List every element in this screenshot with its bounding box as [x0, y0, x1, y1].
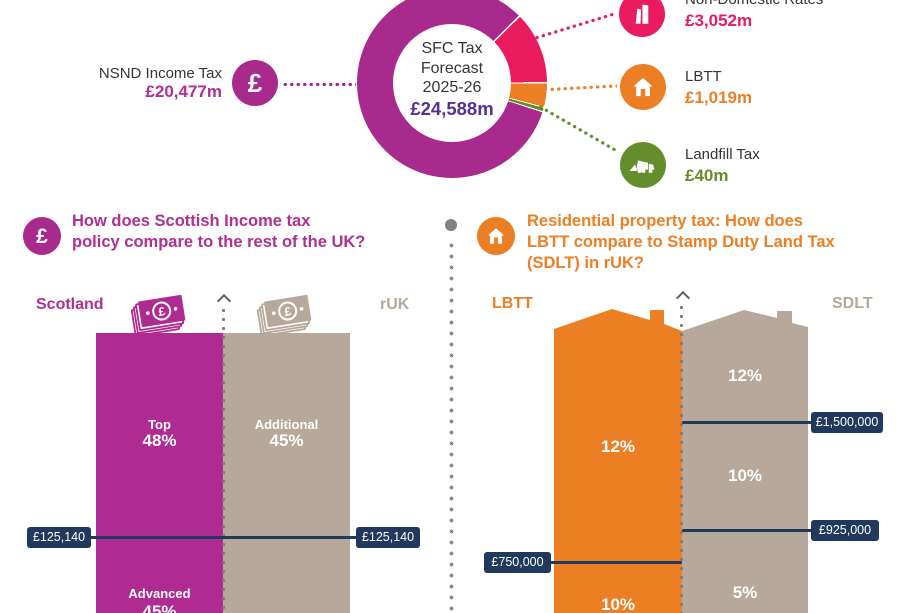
property-heading-line2: LBTT compare to Stamp Duty Land Tax: [527, 233, 835, 251]
pound-icon: £: [247, 68, 263, 98]
advanced-band-name: Advanced: [128, 586, 191, 601]
ruk-bar: [223, 333, 350, 613]
donut-hole: SFC Tax Forecast 2025-26 £24,588m: [393, 24, 511, 142]
ruk-label: rUK: [380, 296, 410, 313]
property-heading-line1: Residential property tax: How does: [527, 212, 803, 230]
donut-chart: SFC Tax Forecast 2025-26 £24,588m: [357, 0, 547, 178]
donut-center-title-line1: SFC Tax: [421, 40, 483, 57]
ndr-value: £3,052m: [685, 11, 753, 30]
scotland-bar: [96, 333, 223, 613]
sdlt-band2-rate: 10%: [727, 466, 763, 485]
threshold-tag-1500k: £1,500,000: [811, 412, 883, 433]
sdlt-threshold-line-1500k: [682, 421, 814, 424]
svg-text:£: £: [157, 304, 166, 319]
income-threshold-line: [89, 536, 358, 539]
sdlt-band3-rate: 5%: [732, 583, 758, 602]
lbtt-house-bar: [554, 309, 682, 613]
banknotes-icon-ruk: £: [256, 294, 312, 335]
house-icon: [633, 77, 653, 97]
pound-icon: £: [36, 224, 48, 248]
threshold-tag-scotland: £125,140: [27, 527, 91, 548]
scotland-label: Scotland: [36, 296, 104, 313]
lbtt-legend: LBTT £1,019m: [685, 68, 753, 108]
nsnd-legend: NSND Income Tax £20,477m: [60, 65, 222, 102]
donut-center-title-line3: 2025-26: [422, 79, 482, 96]
panel-divider-dot: [445, 219, 457, 231]
lbtt-band2-rate: 10%: [600, 595, 636, 613]
nsnd-value: £20,477m: [145, 82, 222, 101]
ndr-legend: Non-Domestic Rates £3,052m: [685, 0, 823, 30]
nsnd-badge: £: [232, 60, 278, 106]
income-heading-badge: £: [23, 217, 61, 255]
lbtt-label: LBTT: [685, 68, 722, 85]
sdlt-band1-rate: 12%: [727, 366, 763, 385]
advanced-band-rate: 45%: [142, 602, 177, 613]
income-heading-line1: How does Scottish Income tax: [72, 212, 311, 230]
threshold-tag-750k: £750,000: [484, 552, 551, 573]
income-divider-line: [221, 306, 226, 613]
landfill-label: Landfill Tax: [685, 146, 760, 163]
additional-band-name: Additional: [254, 417, 319, 432]
lbtt-band1-rate: 12%: [600, 437, 636, 456]
dump-truck-icon: [629, 160, 655, 173]
lbtt-badge: [620, 64, 666, 110]
building-icon: [635, 4, 649, 24]
property-divider-line: [679, 303, 684, 613]
banknotes-icon-scotland: £: [130, 294, 186, 335]
income-heading-line2: policy compare to the rest of the UK?: [72, 233, 366, 251]
landfill-legend: Landfill Tax £40m: [685, 146, 760, 186]
sdlt-column-label: SDLT: [832, 295, 873, 312]
house-icon: [487, 228, 505, 244]
svg-text:£: £: [283, 304, 292, 319]
property-heading-badge: [477, 217, 515, 255]
panel-divider-line: [449, 240, 454, 613]
threshold-tag-925k: £925,000: [811, 520, 879, 541]
connector-non-domestic-rates: [533, 11, 616, 41]
lbtt-column-label: LBTT: [492, 295, 533, 312]
sdlt-threshold-line-925k: [682, 529, 814, 532]
property-heading-line3: (SDLT) in rUK?: [527, 254, 645, 272]
landfill-value: £40m: [685, 166, 729, 185]
lbtt-threshold-line-750k: [549, 561, 682, 564]
sdlt-house-bar: [682, 310, 808, 613]
connector-nsnd: [282, 82, 356, 87]
connector-landfill: [536, 103, 618, 153]
non-domestic-rates-badge: [619, 0, 665, 37]
connector-lbtt: [548, 83, 618, 92]
donut-center-value: £24,588m: [410, 97, 494, 119]
threshold-tag-ruk: £125,140: [356, 527, 420, 548]
nsnd-label: NSND Income Tax: [98, 65, 222, 82]
ndr-label: Non-Domestic Rates: [685, 0, 823, 8]
top-band-name: Top: [148, 417, 171, 432]
donut-center-title-line2: Forecast: [420, 59, 484, 77]
additional-band-rate: 45%: [269, 431, 304, 450]
landfill-badge: [620, 142, 666, 188]
lbtt-value: £1,019m: [685, 88, 753, 107]
top-band-rate: 48%: [142, 431, 177, 450]
